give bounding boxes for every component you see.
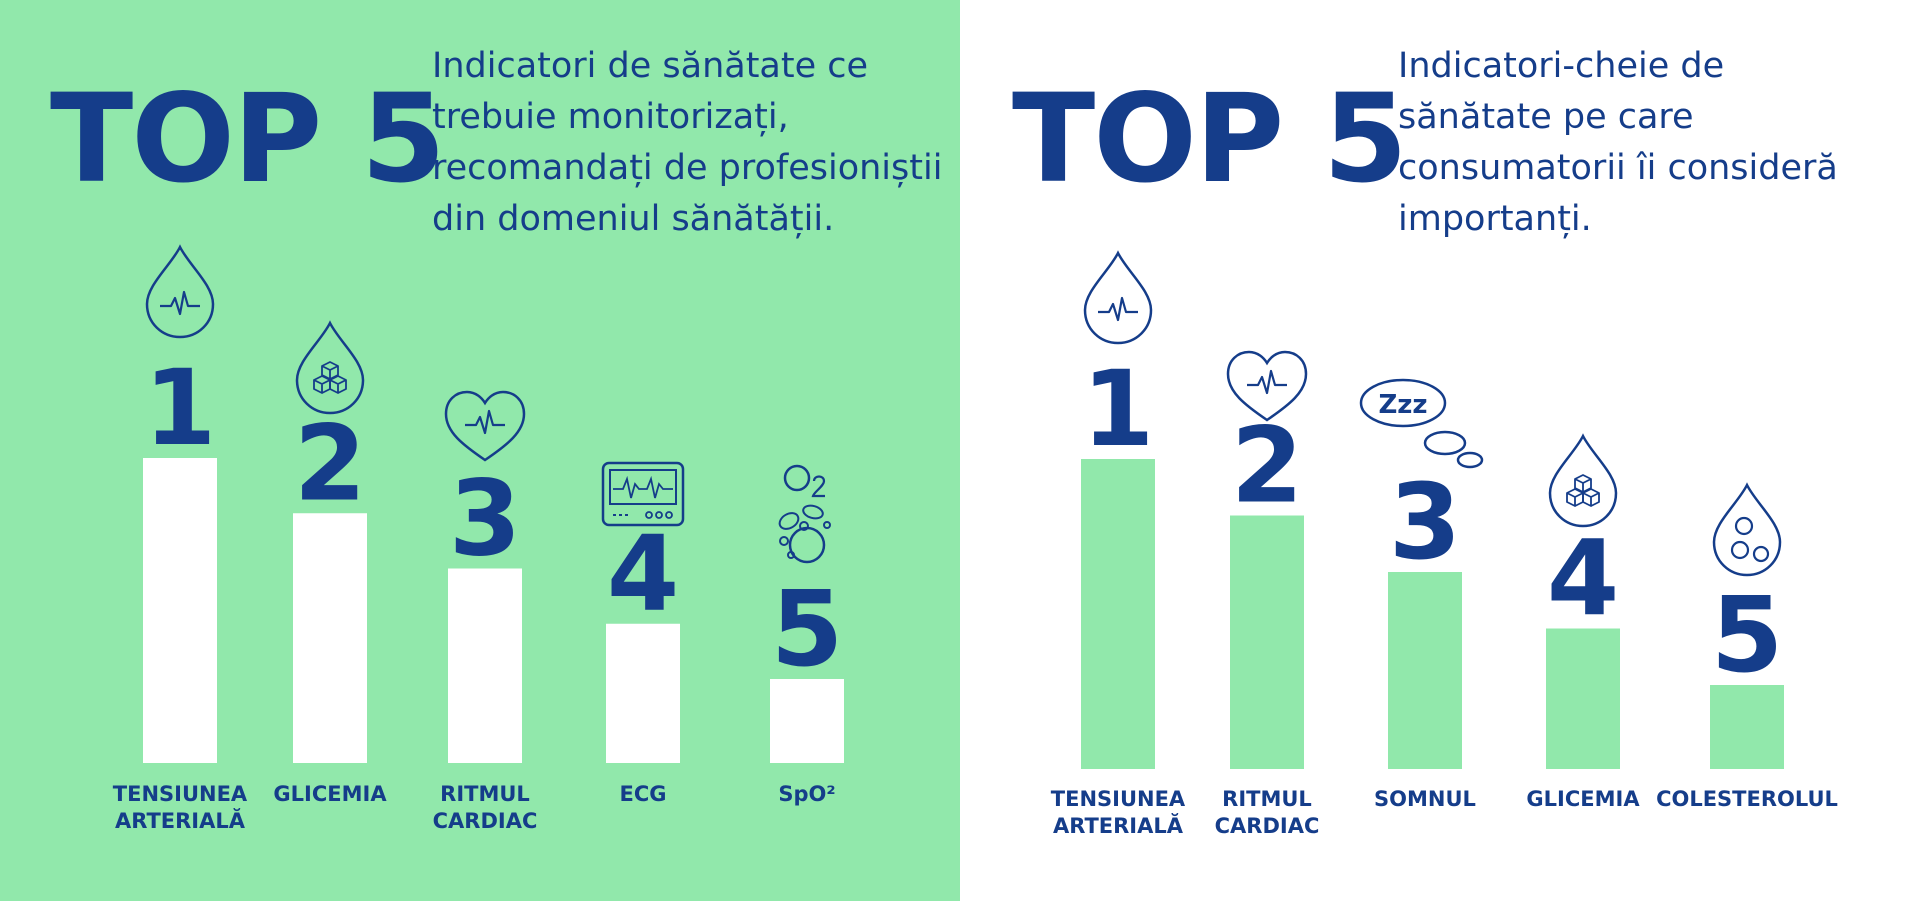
right-subtitle-line: Indicatori-cheie de [1398, 46, 1725, 86]
rank-number: 1 [1082, 348, 1154, 470]
category-label: ARTERIALĂ [115, 808, 246, 833]
rank-number: 2 [294, 402, 366, 524]
rank-number: 3 [1389, 461, 1461, 583]
oxygen-bubbles-icon [778, 464, 831, 564]
rank-number: 5 [1711, 574, 1783, 696]
bar [1710, 685, 1784, 769]
right-subtitle-line: sănătate pe care [1398, 97, 1694, 137]
rank-number: 5 [771, 568, 843, 690]
left-subtitle-line: recomandați de profesioniștii [432, 148, 943, 188]
left-subtitle-line: Indicatori de sănătate ce [432, 46, 869, 86]
category-label: TENSIUNEA [113, 782, 248, 806]
right-subtitle-line: consumatorii îi consideră [1398, 148, 1838, 188]
rank-number: 2 [1231, 405, 1303, 527]
rank-number: 4 [1547, 518, 1619, 640]
bar [1388, 572, 1462, 769]
heart-pulse-icon [444, 390, 526, 462]
bar [1081, 459, 1155, 769]
bar [1230, 515, 1304, 769]
left-panel: TOP 5 Indicatori de sănătate ce trebuie … [0, 0, 960, 901]
drop-cholesterol-icon [1712, 482, 1782, 577]
bar [448, 568, 522, 763]
rank-number: 3 [449, 458, 521, 580]
category-label: COLESTEROLUL [1656, 787, 1838, 811]
category-label: GLICEMIA [273, 782, 387, 806]
category-label: RITMUL [440, 782, 530, 806]
rank-number: 4 [607, 513, 679, 635]
right-subtitle-line: importanți. [1398, 199, 1592, 239]
category-label: RITMUL [1222, 787, 1312, 811]
category-label: CARDIAC [433, 809, 538, 833]
bar [293, 513, 367, 763]
category-label: SpO² [778, 782, 835, 806]
rank-number: 1 [144, 347, 216, 469]
right-top5-heading: TOP 5 [1012, 68, 1408, 210]
drop-sugar-cubes-icon [1548, 433, 1618, 528]
right-panel: TOP 5 Indicatori-cheie de sănătate pe ca… [960, 0, 1920, 901]
ecg-monitor-icon [601, 461, 685, 527]
bar [606, 623, 680, 763]
category-label: CARDIAC [1215, 814, 1320, 838]
category-label: ECG [620, 782, 667, 806]
bar [770, 679, 844, 763]
left-subtitle-line: din domeniul sănătății. [432, 199, 835, 239]
category-label: ARTERIALĂ [1053, 813, 1184, 838]
heart-pulse-icon [1226, 350, 1308, 422]
left-top5-heading: TOP 5 [50, 68, 446, 210]
bar [1546, 628, 1620, 769]
left-subtitle: Indicatori de sănătate ce trebuie monito… [432, 41, 942, 245]
bar [143, 458, 217, 763]
sleep-icon-text: Zzz [1378, 390, 1427, 420]
blood-drop-pulse-icon [145, 244, 215, 339]
drop-sugar-cubes-icon [295, 320, 365, 415]
sleep-thought-bubble-icon: Zzz [1359, 378, 1484, 469]
left-subtitle-line: trebuie monitorizați, [432, 97, 789, 137]
blood-drop-pulse-icon [1083, 250, 1153, 345]
category-label: SOMNUL [1374, 787, 1476, 811]
category-label: GLICEMIA [1526, 787, 1640, 811]
right-subtitle: Indicatori-cheie de sănătate pe care con… [1398, 41, 1838, 245]
category-label: TENSIUNEA [1051, 787, 1186, 811]
